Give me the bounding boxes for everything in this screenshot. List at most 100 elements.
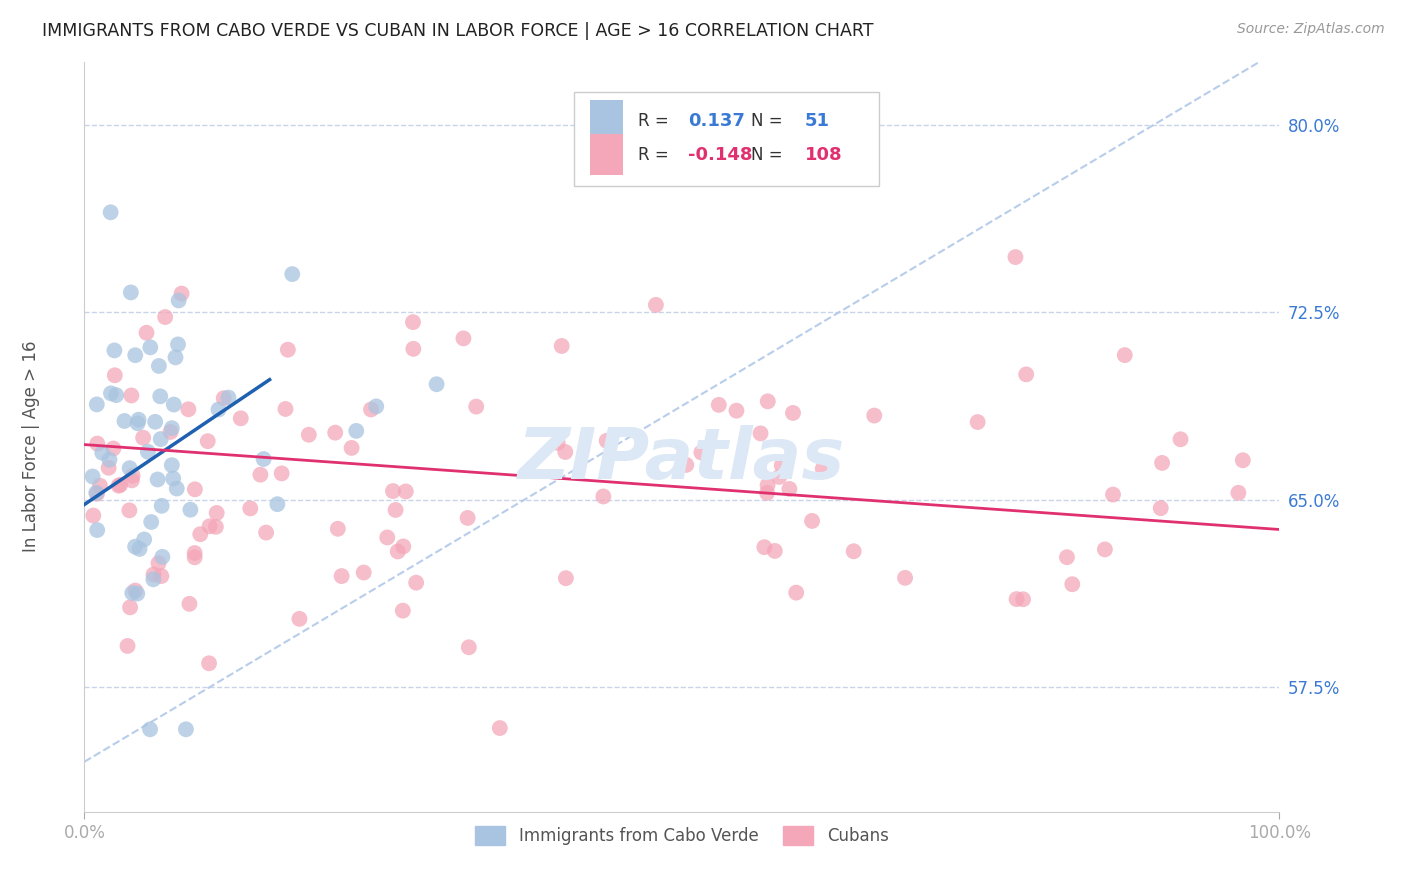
- Point: [163, 398, 186, 412]
- FancyBboxPatch shape: [591, 100, 623, 141]
- Point: [266, 497, 288, 511]
- Point: [132, 431, 155, 445]
- Point: [104, 368, 127, 383]
- Point: [153, 310, 176, 324]
- Point: [148, 556, 170, 570]
- Point: [166, 482, 188, 496]
- Text: 108: 108: [806, 145, 842, 163]
- Point: [381, 484, 404, 499]
- Point: [298, 427, 321, 442]
- Point: [146, 473, 169, 487]
- Point: [86, 486, 108, 500]
- Point: [1012, 592, 1035, 607]
- Point: [212, 391, 235, 405]
- Point: [84, 485, 107, 500]
- Point: [197, 434, 219, 449]
- Point: [98, 452, 121, 467]
- Point: [160, 421, 183, 435]
- Text: R =: R =: [638, 145, 673, 163]
- Point: [91, 446, 114, 460]
- Point: [183, 550, 205, 565]
- Point: [384, 503, 406, 517]
- Text: N =: N =: [751, 112, 789, 130]
- Point: [402, 315, 425, 329]
- Point: [1005, 592, 1028, 607]
- Point: [177, 402, 200, 417]
- Point: [160, 458, 183, 472]
- Point: [465, 400, 488, 414]
- Point: [179, 597, 201, 611]
- Point: [249, 467, 271, 482]
- Point: [134, 533, 156, 547]
- Point: [353, 566, 375, 580]
- Text: Source: ZipAtlas.com: Source: ZipAtlas.com: [1237, 22, 1385, 37]
- Point: [782, 406, 804, 420]
- Point: [229, 411, 252, 425]
- Point: [86, 397, 108, 411]
- Point: [405, 575, 427, 590]
- Point: [128, 413, 150, 427]
- Point: [288, 612, 311, 626]
- Point: [86, 436, 108, 450]
- Point: [124, 348, 146, 362]
- Point: [170, 286, 193, 301]
- Point: [1062, 577, 1084, 591]
- Point: [756, 394, 779, 409]
- Point: [124, 540, 146, 554]
- Point: [139, 340, 162, 354]
- Point: [270, 467, 292, 481]
- Point: [749, 426, 772, 441]
- Point: [1227, 485, 1250, 500]
- Point: [136, 444, 159, 458]
- Point: [756, 486, 779, 500]
- Point: [198, 657, 221, 671]
- Point: [207, 402, 229, 417]
- Point: [127, 586, 149, 600]
- Point: [110, 478, 132, 492]
- Point: [756, 478, 779, 492]
- Point: [100, 386, 122, 401]
- FancyBboxPatch shape: [575, 93, 879, 186]
- Point: [1232, 453, 1254, 467]
- Point: [149, 389, 172, 403]
- Point: [252, 452, 274, 467]
- Point: [395, 484, 418, 499]
- Point: [142, 567, 165, 582]
- Point: [375, 531, 398, 545]
- Point: [645, 298, 668, 312]
- Point: [103, 343, 125, 358]
- Point: [453, 331, 475, 345]
- Text: N =: N =: [751, 145, 789, 163]
- Point: [165, 351, 187, 365]
- Point: [863, 409, 886, 423]
- Point: [360, 402, 382, 417]
- Point: [121, 474, 143, 488]
- Point: [143, 415, 166, 429]
- Point: [457, 640, 479, 655]
- Point: [842, 544, 865, 558]
- Point: [174, 723, 197, 737]
- Point: [323, 425, 346, 440]
- Point: [366, 400, 388, 414]
- Point: [763, 544, 786, 558]
- Point: [457, 511, 479, 525]
- Point: [725, 403, 748, 417]
- Point: [1150, 501, 1173, 516]
- Point: [277, 343, 299, 357]
- Point: [121, 586, 143, 600]
- Point: [707, 398, 730, 412]
- Point: [198, 519, 221, 533]
- Point: [1114, 348, 1136, 362]
- Point: [118, 461, 141, 475]
- Point: [330, 569, 353, 583]
- Point: [82, 469, 104, 483]
- Point: [142, 572, 165, 586]
- Point: [392, 540, 415, 554]
- Point: [387, 544, 409, 558]
- Point: [127, 417, 149, 431]
- Point: [162, 471, 184, 485]
- Point: [150, 569, 173, 583]
- Point: [550, 339, 572, 353]
- Point: [150, 549, 173, 564]
- Point: [966, 415, 988, 429]
